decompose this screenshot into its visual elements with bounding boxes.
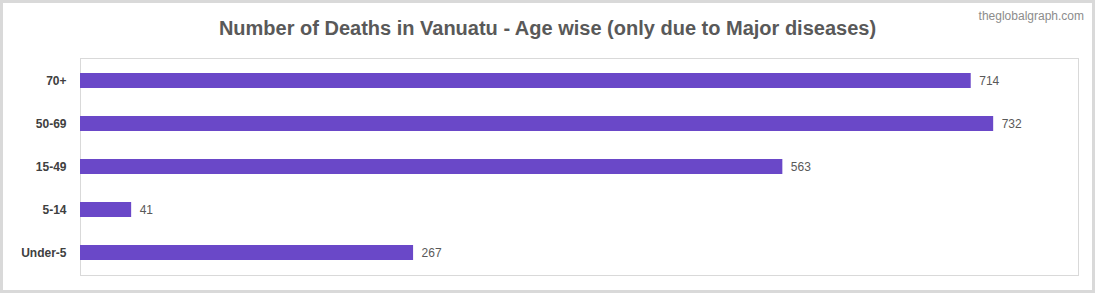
svg-text:Under-5: Under-5	[21, 246, 67, 260]
svg-text:50-69: 50-69	[36, 117, 67, 131]
html-text:theglobalgraph.com: theglobalgraph.com	[978, 9, 1084, 23]
html-text:Number of Deaths in Vanuatu -: Number of Deaths in Vanuatu - Age wise (…	[218, 17, 877, 39]
svg-text:41: 41	[140, 203, 154, 217]
svg-text:267: 267	[422, 246, 442, 260]
svg-text:70+: 70+	[46, 74, 66, 88]
svg-text:15-49: 15-49	[36, 160, 67, 174]
svg-text:732: 732	[1002, 117, 1022, 131]
svg-text:714: 714	[979, 74, 999, 88]
svg-text:563: 563	[791, 160, 811, 174]
svg-text:5-14: 5-14	[42, 203, 66, 217]
